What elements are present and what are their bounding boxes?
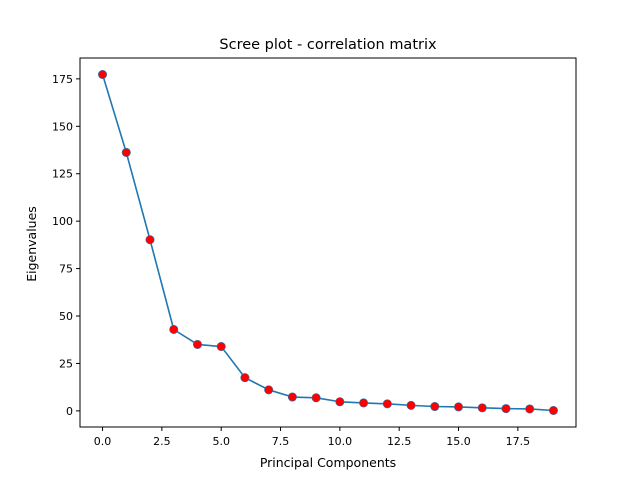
x-tick-label: 12.5: [387, 435, 412, 448]
data-point: [430, 402, 440, 412]
y-axis-label: Eigenvalues: [24, 206, 39, 282]
data-point: [240, 373, 250, 383]
plot-area-frame: [79, 57, 577, 428]
x-tick-label: 15.0: [446, 435, 471, 448]
y-tick-label: 125: [52, 168, 73, 181]
data-point: [477, 403, 487, 413]
data-point: [192, 339, 202, 349]
y-tick-label: 100: [52, 215, 73, 228]
data-point: [287, 392, 297, 402]
series-points-group: [98, 70, 558, 415]
y-tick-label: 75: [59, 263, 73, 276]
data-point: [501, 404, 511, 414]
data-point: [359, 398, 369, 408]
data-point: [216, 342, 226, 352]
data-point: [525, 404, 535, 414]
y-tick-label: 50: [59, 310, 73, 323]
data-point: [169, 324, 179, 334]
x-tick-label: 2.5: [153, 435, 171, 448]
x-tick-label: 0.0: [94, 435, 112, 448]
data-point: [98, 70, 108, 80]
x-axis-label: Principal Components: [260, 455, 396, 470]
x-tick-label: 7.5: [272, 435, 290, 448]
data-point: [121, 147, 131, 157]
x-tick-label: 10.0: [328, 435, 353, 448]
y-axis-ticks: 0 25 50 75 100 125 150 175: [52, 73, 80, 418]
y-tick-label: 25: [59, 357, 73, 370]
data-point: [454, 402, 464, 412]
y-tick-label: 150: [52, 120, 73, 133]
data-point: [311, 393, 321, 403]
data-point: [406, 400, 416, 410]
y-tick-label: 175: [52, 73, 73, 86]
x-axis-ticks: 0.0 2.5 5.0 7.5 10.0 12.5 15.0 17.5: [94, 427, 530, 448]
data-point: [264, 385, 274, 395]
x-tick-label: 5.0: [212, 435, 230, 448]
data-point: [145, 235, 155, 245]
data-point: [382, 399, 392, 409]
data-point: [335, 397, 345, 407]
y-tick-label: 0: [66, 405, 73, 418]
x-tick-label: 17.5: [506, 435, 531, 448]
data-point: [548, 405, 558, 415]
chart-title: Scree plot - correlation matrix: [219, 37, 437, 53]
